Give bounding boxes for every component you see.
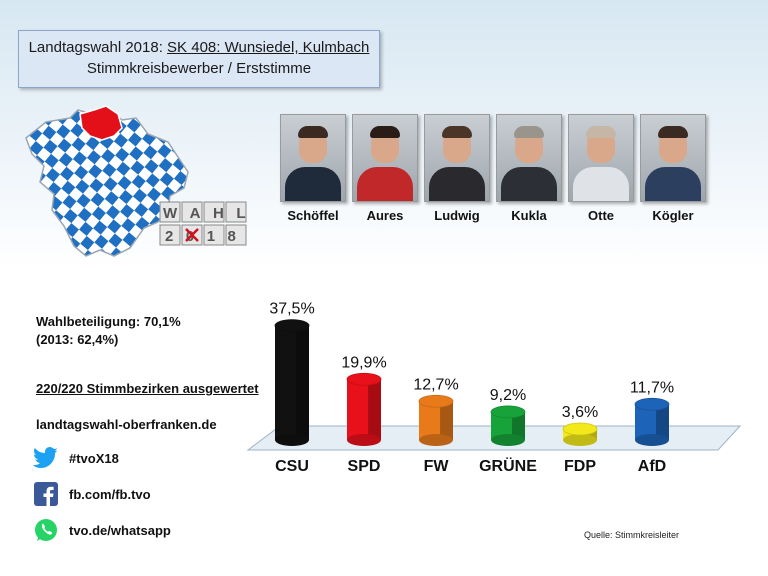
- candidate-photo: [280, 114, 346, 202]
- candidate-photo: [352, 114, 418, 202]
- category-label: SPD: [348, 458, 381, 475]
- category-label: CSU: [275, 458, 309, 475]
- candidate-name: Otte: [588, 208, 614, 223]
- candidate-card: Kukla: [496, 114, 562, 223]
- category-label: FW: [424, 458, 450, 475]
- candidate-name: Aures: [366, 208, 404, 223]
- title-district-link[interactable]: SK 408: Wunsiedel, Kulmbach: [167, 39, 370, 56]
- bar-shade: [656, 404, 669, 440]
- bar-top: [418, 394, 454, 408]
- districts-counted: 220/220 Stimmbezirken ausgewertet: [36, 381, 259, 396]
- candidate-card: Schöffel: [280, 114, 346, 223]
- candidate-name: Kögler: [652, 208, 694, 223]
- bar-shade: [512, 411, 525, 440]
- social-whatsapp[interactable]: tvo.de/whatsapp: [33, 517, 171, 543]
- candidate-card: Otte: [568, 114, 634, 223]
- bar-spd: [346, 372, 382, 446]
- bar-grüne: [490, 405, 526, 446]
- turnout: Wahlbeteiligung: 70,1%: [36, 314, 181, 329]
- bar-top: [274, 319, 310, 333]
- bar-base: [491, 434, 525, 446]
- bar-shade: [368, 379, 381, 440]
- candidate-name: Schöffel: [287, 208, 339, 223]
- wahl-2018-logo: W A H L 2 0 1 8: [159, 201, 247, 246]
- facebook-label: fb.com/fb.tvo: [69, 486, 151, 502]
- bar-shade: [584, 429, 597, 440]
- bar-shade: [440, 401, 453, 440]
- twitter-label: #tvoX18: [69, 450, 119, 466]
- category-label: AfD: [638, 458, 666, 475]
- value-label: 9,2%: [490, 387, 526, 404]
- bar-top: [346, 372, 382, 386]
- category-label: GRÜNE: [479, 456, 537, 475]
- results-bar-chart: 37,5% CSU 19,9% SPD 12,7% FW 9,2% GRÜNE 3,6% FDP 1…: [246, 301, 742, 475]
- candidate-name: Kukla: [511, 208, 547, 223]
- source-note: Quelle: Stimmkreisleiter: [584, 530, 680, 540]
- candidate-photo: [568, 114, 634, 202]
- candidate-card: Ludwig: [424, 114, 490, 223]
- candidate-photo: [496, 114, 562, 202]
- bar-base: [275, 434, 309, 446]
- social-facebook[interactable]: fb.com/fb.tvo: [33, 481, 151, 507]
- bar-base: [635, 434, 669, 446]
- value-label: 19,9%: [341, 354, 386, 371]
- candidate-card: Kögler: [640, 114, 706, 223]
- facebook-icon: [33, 481, 59, 507]
- svg-text:W A H L: W A H L: [163, 205, 246, 222]
- district-highlight: [79, 105, 123, 141]
- bar-base: [419, 434, 453, 446]
- bar-top: [562, 422, 598, 436]
- title-box: Landtagswahl 2018: SK 408: Wunsiedel, Ku…: [18, 30, 380, 88]
- twitter-icon: [33, 445, 59, 471]
- candidate-card: Aures: [352, 114, 418, 223]
- title-line-1: Landtagswahl 2018: SK 408: Wunsiedel, Ku…: [19, 37, 379, 58]
- bar-base: [347, 434, 381, 446]
- bar-top: [490, 405, 526, 419]
- category-label: FDP: [564, 458, 596, 475]
- turnout-previous: (2013: 62,4%): [36, 332, 119, 347]
- title-line-2: Stimmkreisbewerber / Erststimme: [86, 60, 312, 77]
- title-prefix: Landtagswahl 2018:: [28, 39, 168, 56]
- bar-fw: [418, 394, 454, 446]
- whatsapp-label: tvo.de/whatsapp: [69, 522, 171, 538]
- candidate-photo: [424, 114, 490, 202]
- svg-text:2 0 1 8: 2 0 1 8: [165, 228, 236, 245]
- bar-shade: [296, 325, 309, 440]
- whatsapp-icon: [33, 517, 59, 543]
- value-label: 12,7%: [413, 376, 458, 393]
- candidate-photo: [640, 114, 706, 202]
- value-label: 11,7%: [630, 379, 674, 396]
- social-twitter[interactable]: #tvoX18: [33, 445, 119, 471]
- bavaria-map-logo: W A H L 2 0 1 8: [25, 105, 247, 257]
- bar-fdp: [562, 422, 598, 446]
- bar-top: [634, 397, 670, 411]
- candidate-name: Ludwig: [434, 208, 480, 223]
- bar-base: [563, 434, 597, 446]
- value-label: 37,5%: [269, 301, 314, 318]
- bar-afd: [634, 397, 670, 446]
- website-link[interactable]: landtagswahl-oberfranken.de: [36, 417, 217, 432]
- value-label: 3,6%: [562, 404, 598, 421]
- bar-csu: [274, 319, 310, 446]
